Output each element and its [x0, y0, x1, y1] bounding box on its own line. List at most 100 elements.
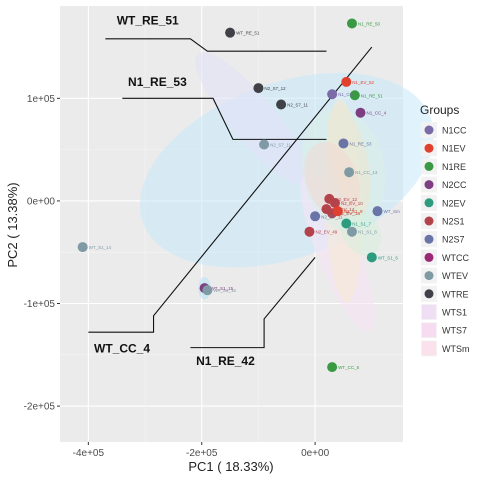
- point-label: N2_EV_11: [321, 214, 343, 219]
- sample-point: [225, 27, 236, 38]
- legend-point-key: [424, 161, 434, 171]
- point-label: N2_EV_49: [315, 230, 337, 235]
- sample-point: [202, 285, 213, 296]
- callout-label: N1_RE_42: [196, 354, 255, 368]
- callout-label: WT_CC_4: [94, 342, 150, 356]
- point-label: N1_RE_53: [349, 141, 372, 146]
- y-tick-label: -2e+05: [24, 402, 56, 413]
- legend-point-key: [424, 198, 434, 208]
- legend-label: N1RE: [442, 162, 466, 172]
- legend-point-key: [424, 234, 434, 244]
- x-axis-label: PC1 ( 18.33%): [188, 459, 273, 474]
- point-label: N1_EV_52: [352, 80, 374, 85]
- y-tick-label: 1e+05: [27, 94, 56, 105]
- sample-point: [327, 362, 338, 373]
- sample-point: [332, 206, 343, 217]
- legend-point-key: [424, 125, 434, 135]
- group-ellipse-8: [340, 207, 381, 256]
- point-label: N2_S7_11: [270, 142, 291, 147]
- sample-point: [329, 197, 340, 208]
- group-ellipse-2: [195, 52, 311, 186]
- legend-fill-key: [422, 305, 436, 319]
- x-tick-label: 0e+00: [301, 448, 330, 459]
- legend-label: N1CC: [442, 126, 467, 136]
- x-tick-label: -4e+05: [73, 448, 105, 459]
- y-tick-label: -1e+05: [24, 299, 56, 310]
- point-label: N2_EV_10: [341, 201, 363, 206]
- point-label: N1_RE_50: [358, 21, 381, 26]
- legend-label: WTSm: [442, 344, 470, 354]
- sample-point: [341, 76, 352, 87]
- point-label: N2_EV_13: [338, 211, 360, 216]
- callout-line: [88, 46, 373, 333]
- legend-label: WTS7: [442, 326, 467, 336]
- callout-label: WT_RE_51: [117, 13, 179, 27]
- point-label: N2_EV_12: [335, 197, 357, 202]
- point-label: N1_CC_4: [366, 111, 386, 116]
- legend-label: N2S7: [442, 235, 465, 245]
- point-label: WT_S1_15: [211, 286, 234, 291]
- legend: Groups N1CC N1EV N1RE N2CC N2EV N2S1 N2S7 WTCC W…: [420, 103, 470, 357]
- sample-point: [372, 206, 383, 217]
- point-label: N1_CC: [338, 92, 354, 97]
- sample-point: [346, 18, 357, 29]
- callout-line: [190, 256, 316, 349]
- legend-fill-key: [422, 341, 436, 356]
- legend-point-key: [424, 289, 434, 299]
- sample-point: [344, 167, 355, 178]
- sample-point: [341, 218, 352, 229]
- sample-point: [346, 226, 357, 237]
- point-label: WT_RE_51: [236, 31, 260, 36]
- point-label: N2_S7_12: [264, 86, 286, 91]
- sample-point: [327, 89, 338, 100]
- sample-point: [276, 99, 287, 110]
- legend-label: N2S1: [442, 217, 465, 227]
- point-label: WT_S1_6: [378, 255, 399, 260]
- legend-label: WTRE: [442, 289, 469, 299]
- legend-point-key: [424, 271, 434, 281]
- point-label: WT_Sm: [383, 209, 400, 214]
- sample-point: [259, 139, 270, 150]
- callout-label: N1_RE_53: [128, 75, 187, 89]
- legend-point-key: [424, 143, 434, 153]
- point-label: WT_CC_5: [338, 365, 360, 370]
- legend-label: N1EV: [442, 144, 466, 154]
- point-label: WT_S1_16: [213, 288, 236, 293]
- legend-label: WTEV: [442, 271, 468, 281]
- point-label: N1_S1_8: [358, 230, 377, 235]
- sample-point: [304, 226, 315, 237]
- callout-annotations: WT_RE_51 N1_RE_53 WT_CC_4 N1_RE_42: [88, 13, 373, 368]
- callout-line: [122, 97, 327, 140]
- legend-fill-key: [422, 323, 436, 338]
- sample-point: [77, 242, 88, 253]
- sample-point: [310, 211, 321, 222]
- point-label: N2_S1_9: [344, 209, 363, 214]
- legend-label: WTCC: [442, 253, 469, 263]
- confidence-ellipses: [139, 52, 434, 332]
- axes: -4e+05 -2e+05 0e+00 1e+05 0e+00 -1e+05 -2e+05: [24, 94, 330, 459]
- sample-point: [366, 252, 377, 263]
- group-ellipse-7: [304, 142, 360, 219]
- point-label: N1_CC_13: [355, 170, 378, 175]
- y-tick-label: 0e+00: [27, 196, 56, 207]
- sample-point: [253, 83, 264, 94]
- legend-title: Groups: [420, 103, 459, 117]
- callout-line: [105, 38, 327, 52]
- point-label: N2_S7_11: [287, 102, 308, 107]
- legend-label: N2CC: [442, 180, 467, 190]
- legend-label: WTS1: [442, 308, 467, 318]
- sample-point: [338, 138, 349, 149]
- legend-point-key: [424, 216, 434, 226]
- point-label: WT_S1_14: [89, 245, 112, 250]
- sample-point: [355, 107, 366, 118]
- point-label: N1_RE_51: [361, 93, 384, 98]
- point-label: N2_EV_14: [332, 207, 354, 212]
- x-tick-label: -2e+05: [186, 448, 218, 459]
- legend-point-key: [424, 180, 434, 190]
- sample-points: WT_RE_51 N1_RE_50 N1_EV_52 N1_RE_51 N1_CC N2_…: [77, 18, 400, 373]
- point-label: N1_S1_7: [352, 221, 371, 226]
- sample-point: [349, 90, 360, 101]
- legend-point-key: [424, 252, 434, 262]
